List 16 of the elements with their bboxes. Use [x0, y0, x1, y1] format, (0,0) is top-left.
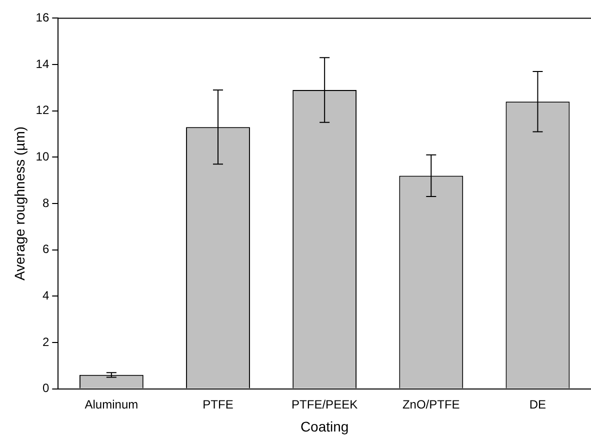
x-tick-label: DE	[529, 397, 546, 412]
y-tick-label: 16	[36, 10, 50, 25]
y-tick-label: 10	[36, 149, 50, 164]
y-tick-label: 6	[42, 242, 50, 256]
y-tick-label: 12	[36, 103, 50, 118]
y-axis-title: Average roughness (µm)	[11, 126, 28, 281]
x-tick-label: PTFE/PEEK	[292, 397, 358, 412]
y-tick-label: 4	[42, 288, 50, 302]
y-tick-label: 0	[42, 381, 50, 396]
y-tick-label: 14	[36, 56, 50, 71]
x-tick-label: Aluminum	[84, 397, 138, 412]
y-tick-label: 2	[42, 334, 50, 349]
x-tick-label: ZnO/PTFE	[402, 397, 460, 412]
x-axis-title: Coating	[300, 418, 349, 434]
y-tick-label: 8	[42, 196, 50, 210]
x-tick-label: PTFE	[202, 397, 234, 412]
